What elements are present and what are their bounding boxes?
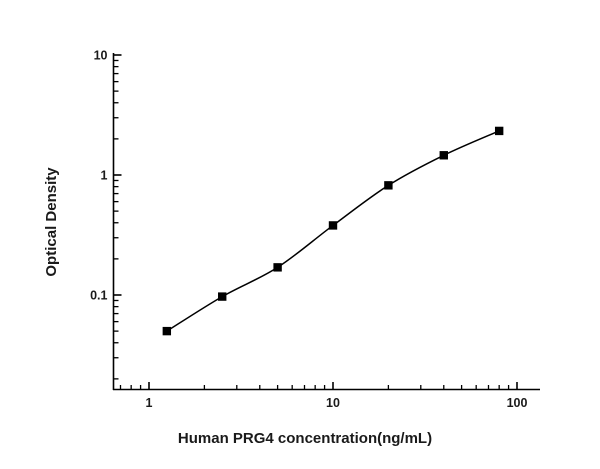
data-point-marker bbox=[218, 292, 227, 301]
y-axis-ticks bbox=[113, 54, 122, 380]
data-point-marker bbox=[439, 151, 448, 160]
x-tick-label: 10 bbox=[326, 396, 340, 410]
y-tick-label: 0.1 bbox=[90, 289, 107, 303]
y-axis-title: Optical Density bbox=[43, 167, 60, 277]
x-tick-label: 100 bbox=[507, 396, 528, 410]
y-axis-tick-labels: 10 1 0.1 bbox=[90, 49, 107, 303]
x-axis-tick-labels: 1 10 100 bbox=[146, 396, 528, 410]
data-point-marker bbox=[273, 263, 282, 272]
y-tick-label: 10 bbox=[94, 49, 108, 63]
data-point-marker bbox=[328, 221, 338, 230]
data-point-marker bbox=[384, 181, 393, 190]
y-tick-label: 1 bbox=[101, 169, 108, 183]
x-tick-label: 1 bbox=[146, 396, 153, 410]
x-axis-title: Human PRG4 concentration(ng/mL) bbox=[178, 430, 432, 447]
data-point-marker bbox=[494, 126, 504, 136]
data-point-marker bbox=[162, 326, 172, 336]
axis-lines bbox=[112, 53, 540, 391]
x-axis-ticks bbox=[119, 382, 518, 390]
data-point-markers bbox=[162, 126, 504, 336]
